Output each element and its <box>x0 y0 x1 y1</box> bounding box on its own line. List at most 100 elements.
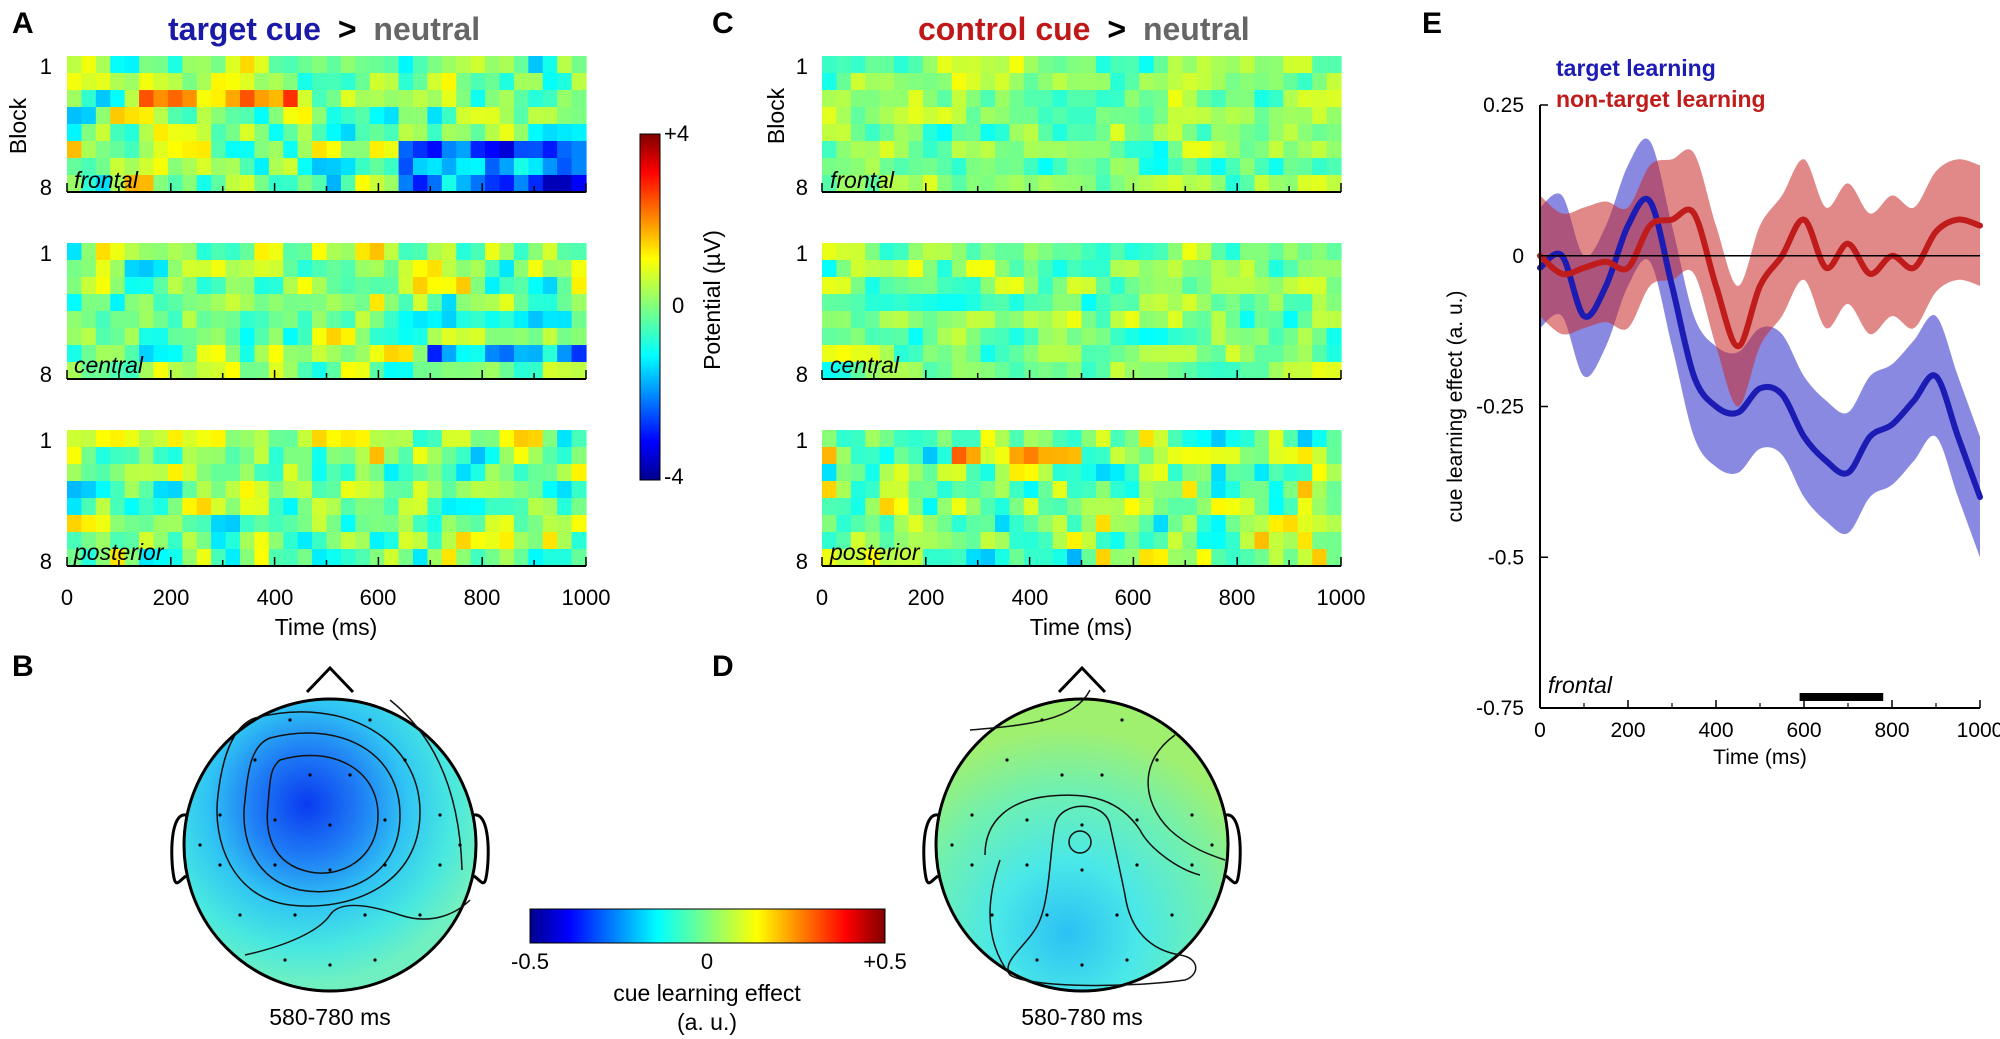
heatmap-cell <box>1225 498 1241 516</box>
heatmap-cell <box>139 311 155 329</box>
heatmap-cell <box>485 107 501 125</box>
heatmap-cell <box>836 277 852 295</box>
heatmap-cell <box>81 311 97 329</box>
heatmap-cell <box>81 328 97 346</box>
heatmap-cell <box>1139 260 1155 278</box>
heatmap-cell <box>850 294 866 312</box>
heatmap-cell <box>908 447 924 465</box>
heatmap-cell <box>1225 362 1241 380</box>
heatmap-cell <box>225 362 241 380</box>
heatmap-cell <box>67 277 83 295</box>
heatmap-cell <box>879 277 895 295</box>
heatmap-cell <box>822 311 838 329</box>
heatmap-cell <box>571 328 587 346</box>
heatmap-cell <box>1168 430 1184 448</box>
heatmap-cell <box>398 56 414 74</box>
heatmap-cell <box>1009 430 1025 448</box>
heatmap-cell <box>225 158 241 176</box>
heatmap-cell <box>1038 532 1054 550</box>
heatmap-cell <box>470 549 486 567</box>
electrode-dot <box>458 843 462 847</box>
heatmap-cell <box>865 515 881 533</box>
xtick-c-800: 800 <box>1219 585 1256 610</box>
contour-d-1 <box>1068 830 1092 854</box>
heatmap-cell <box>542 328 558 346</box>
heatmap-cell <box>1139 464 1155 482</box>
heatmap-cell <box>1124 464 1140 482</box>
heatmap-cell <box>297 311 313 329</box>
heatmap-cell <box>542 464 558 482</box>
heatmap-cell <box>1139 532 1155 550</box>
heatmap-cell <box>865 141 881 159</box>
heatmap-cell <box>1139 311 1155 329</box>
heatmap-cell <box>139 294 155 312</box>
heatmap-cell <box>908 464 924 482</box>
heatmap-cell <box>1067 362 1083 380</box>
heatmap-cell <box>240 294 256 312</box>
heatmap-cell <box>513 243 529 261</box>
heatmap-cell <box>1110 362 1126 380</box>
heatmap-cell <box>937 56 953 74</box>
heatmap-cell <box>557 498 573 516</box>
contour-d-5 <box>969 689 1091 731</box>
heatmap-cell <box>283 498 299 516</box>
heatmap-cell <box>1283 447 1299 465</box>
heatmap-cell <box>297 345 313 363</box>
heatmap-cell <box>1124 447 1140 465</box>
heatmap-cell <box>1038 175 1054 193</box>
block-tick-c-central-bottom: 8 <box>796 362 808 387</box>
heatmap-cell <box>1196 464 1212 482</box>
heatmap-cell <box>557 328 573 346</box>
heatmap-cell <box>1153 56 1169 74</box>
heatmap-cell <box>355 175 371 193</box>
heatmap-cell <box>240 549 256 567</box>
heatmap-cell <box>355 362 371 380</box>
heatmap-cell <box>1081 311 1097 329</box>
heatmap-cell <box>67 124 83 142</box>
heatmap-cell <box>95 141 111 159</box>
heatmap-cell <box>1283 328 1299 346</box>
topomap-b-electrodes <box>198 718 462 967</box>
heatmap-cell <box>153 498 169 516</box>
heatmap-cell <box>1283 90 1299 108</box>
heatmap-cell <box>240 56 256 74</box>
heatmap-cell <box>980 345 996 363</box>
heatmap-cell <box>167 277 183 295</box>
heatmap-cell <box>1196 311 1212 329</box>
heatmap-cell <box>980 90 996 108</box>
heatmap-cell <box>1038 481 1054 499</box>
heatmap-cell <box>1081 481 1097 499</box>
heatmap-cell <box>167 260 183 278</box>
heatmap-cell <box>850 345 866 363</box>
heatmap-cell <box>879 243 895 261</box>
region-a-frontal: frontal <box>74 167 139 193</box>
heatmap-cell <box>1023 56 1039 74</box>
heatmap-cell <box>1326 447 1342 465</box>
block-tick-a-posterior-bottom: 8 <box>40 549 52 574</box>
heatmap-cell <box>398 90 414 108</box>
heatmap-cell <box>1038 124 1054 142</box>
heatmap-cell <box>283 464 299 482</box>
heatmap-cell <box>980 277 996 295</box>
heatmap-cell <box>139 124 155 142</box>
heatmap-cell <box>456 498 472 516</box>
heatmap-cell <box>254 481 270 499</box>
heatmap-cell <box>1124 481 1140 499</box>
heatmap-cell <box>571 464 587 482</box>
heatmap-cell <box>1168 107 1184 125</box>
heatmap-cell <box>1312 158 1328 176</box>
heatmap-cell <box>225 175 241 193</box>
heatmap-a-central <box>66 243 587 380</box>
heatmap-cell <box>1254 430 1270 448</box>
heatmap-cell <box>384 464 400 482</box>
heatmap-cell <box>456 549 472 567</box>
heatmap-cell <box>1023 345 1039 363</box>
heatmap-cell <box>240 277 256 295</box>
contour-b-2 <box>243 732 401 893</box>
heatmap-cell <box>384 498 400 516</box>
panel-c-title: control cue > neutral <box>918 11 1250 47</box>
heatmap-cell <box>283 158 299 176</box>
heatmap-cell <box>95 294 111 312</box>
panel-a-ylabel: Block <box>5 97 31 154</box>
heatmap-cell <box>1312 464 1328 482</box>
